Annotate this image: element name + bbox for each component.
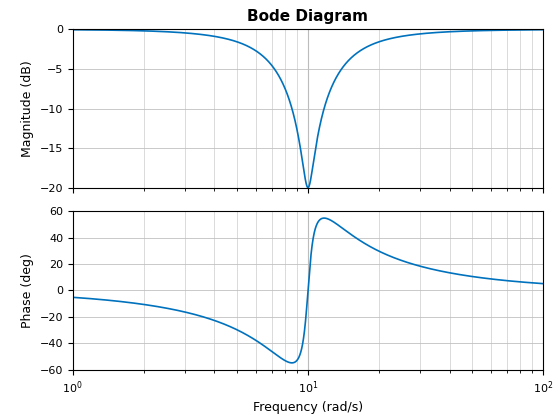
X-axis label: Frequency (rad/s): Frequency (rad/s) bbox=[253, 402, 363, 415]
Title: Bode Diagram: Bode Diagram bbox=[248, 9, 368, 24]
Y-axis label: Phase (deg): Phase (deg) bbox=[21, 253, 34, 328]
Y-axis label: Magnitude (dB): Magnitude (dB) bbox=[21, 60, 34, 157]
